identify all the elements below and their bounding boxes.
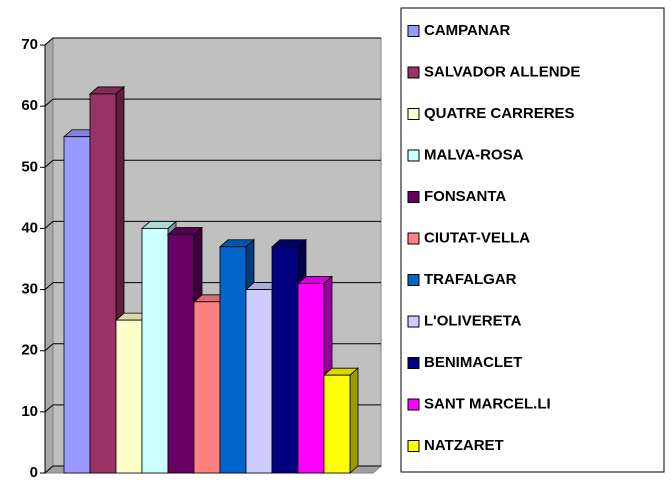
bar: [245, 289, 273, 474]
bar: [115, 319, 143, 474]
legend-label: SANT MARCEL.LI: [424, 395, 551, 412]
legend-label: TRAFALGAR: [424, 271, 517, 288]
legend-swatch: [407, 191, 420, 203]
y-tick-label: 70: [21, 36, 38, 53]
bar: [89, 93, 117, 474]
legend-label: CIUTAT-VELLA: [424, 229, 530, 246]
legend-swatch: [407, 108, 420, 120]
grid-line: [44, 221, 54, 229]
bar: [297, 283, 325, 474]
y-tick-label: 40: [21, 219, 38, 236]
legend-label: NATZARET: [424, 437, 504, 454]
bar: [323, 374, 351, 474]
legend-label: FONSANTA: [424, 188, 506, 205]
legend-swatch: [407, 66, 420, 79]
bar: [167, 234, 195, 474]
bar: [193, 301, 221, 474]
grid-line: [44, 37, 54, 46]
legend-label: L'OLIVERETA: [424, 312, 522, 329]
grid-line: [44, 98, 54, 107]
legend-swatch: [407, 232, 420, 245]
y-tick-label: 20: [21, 342, 38, 359]
legend-label: MALVA-ROSA: [424, 146, 524, 163]
y-tick-label: 50: [21, 158, 38, 175]
legend-swatch: [407, 398, 420, 411]
grid-line: [44, 343, 54, 352]
bar: [271, 246, 299, 474]
legend-swatch: [407, 274, 420, 286]
y-tick-label: 60: [21, 97, 38, 114]
legend-swatch: [407, 25, 420, 37]
bar: [141, 228, 169, 474]
bar: [63, 136, 91, 474]
grid-line: [44, 404, 54, 413]
grid-line: [44, 465, 54, 474]
legend-swatch: [407, 149, 420, 162]
y-tick-label: 0: [30, 464, 38, 479]
bar-side: [349, 367, 359, 474]
legend-label: CAMPANAR: [424, 22, 511, 39]
bar: [219, 246, 247, 474]
grid-line: [44, 282, 54, 290]
legend-swatch: [407, 315, 420, 328]
y-tick-label: 10: [21, 403, 38, 420]
legend-label: BENIMACLET: [424, 354, 522, 371]
legend-swatch: [407, 357, 420, 369]
legend-label: SALVADOR ALLENDE: [424, 63, 580, 80]
legend-swatch: [407, 440, 420, 452]
legend: [400, 7, 665, 473]
y-tick-label: 30: [21, 281, 38, 298]
grid-line: [44, 159, 54, 168]
legend-label: QUATRE CARRERES: [424, 105, 575, 122]
